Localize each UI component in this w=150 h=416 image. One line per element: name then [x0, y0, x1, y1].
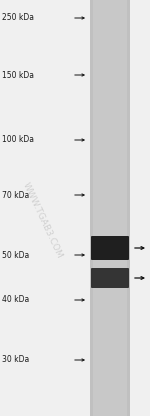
Bar	[127, 0, 130, 416]
FancyBboxPatch shape	[91, 236, 129, 260]
Text: WWW.TGAB3.COM: WWW.TGAB3.COM	[20, 181, 64, 260]
Text: 30 kDa: 30 kDa	[2, 356, 29, 364]
Text: 50 kDa: 50 kDa	[2, 250, 29, 260]
Text: 150 kDa: 150 kDa	[2, 70, 34, 79]
Text: 100 kDa: 100 kDa	[2, 136, 34, 144]
Text: 40 kDa: 40 kDa	[2, 295, 29, 305]
Bar	[90, 0, 93, 416]
Text: 250 kDa: 250 kDa	[2, 13, 34, 22]
Bar	[90, 0, 130, 416]
FancyBboxPatch shape	[91, 268, 129, 288]
Text: 70 kDa: 70 kDa	[2, 191, 29, 200]
